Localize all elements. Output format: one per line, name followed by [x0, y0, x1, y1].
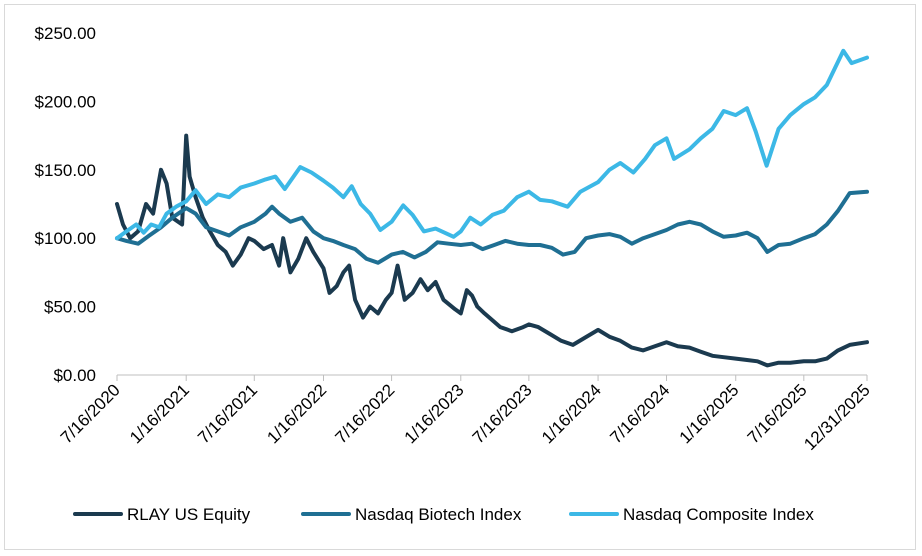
y-axis: $0.00 $50.00 $100.00 $150.00 $200.00 $250.00 — [35, 24, 96, 385]
y-tick-label: $250.00 — [35, 24, 96, 43]
x-tick-label: 1/16/2023 — [401, 380, 468, 447]
legend-label: RLAY US Equity — [127, 505, 251, 524]
legend-label: Nasdaq Biotech Index — [355, 505, 522, 524]
series-line-2 — [115, 48, 869, 241]
y-tick-label: $0.00 — [53, 366, 96, 385]
y-tick-label: $50.00 — [44, 298, 96, 317]
chart-frame — [4, 4, 916, 550]
x-tick-label: 12/31/2025 — [800, 380, 874, 454]
x-tick-label: 7/16/2022 — [331, 380, 398, 447]
series-line-1 — [115, 189, 869, 265]
x-tick-label: 1/16/2025 — [676, 380, 743, 447]
x-tick-label: 1/16/2024 — [538, 380, 605, 447]
legend-label: Nasdaq Composite Index — [623, 505, 814, 524]
x-tick-label: 7/16/2024 — [606, 380, 673, 447]
x-tick-label: 7/16/2023 — [469, 380, 536, 447]
y-tick-label: $150.00 — [35, 161, 96, 180]
x-tick-label: 7/16/2025 — [744, 380, 811, 447]
x-axis: 7/16/2020 1/16/2021 7/16/2021 1/16/2022 7/16… — [57, 374, 874, 454]
y-tick-label: $200.00 — [35, 92, 96, 111]
y-tick-label: $100.00 — [35, 229, 96, 248]
x-tick-label: 1/16/2022 — [263, 380, 330, 447]
series-layer — [115, 48, 869, 368]
legend: RLAY US Equity Nasdaq Biotech Index Nasdaq… — [73, 505, 814, 524]
x-tick-label: 7/16/2021 — [194, 380, 261, 447]
x-tick-label: 7/16/2020 — [57, 380, 124, 447]
series-line-0 — [115, 133, 869, 368]
x-tick-label: 1/16/2021 — [126, 380, 193, 447]
